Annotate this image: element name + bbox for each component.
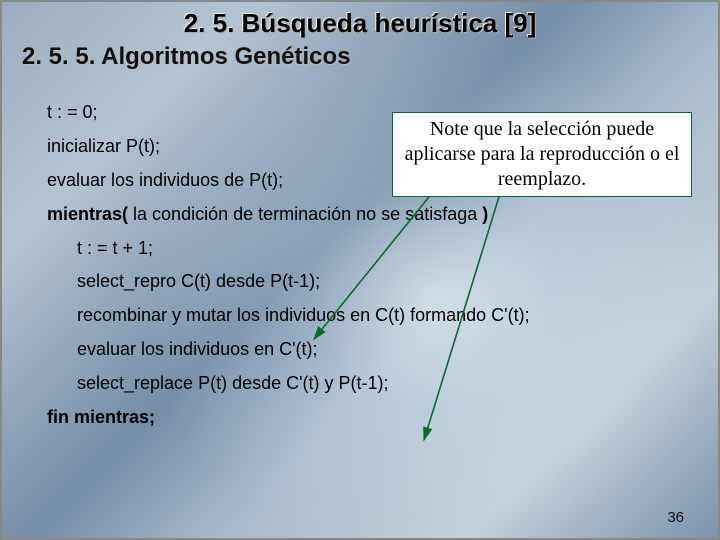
algo-line-8: evaluar los individuos en C'(t); [47, 336, 688, 364]
kw-mientras-open: mientras( [47, 204, 128, 224]
page-number: 36 [667, 509, 684, 526]
algo-line-7: recombinar y mutar los individuos en C(t… [47, 302, 688, 330]
algo-line-10: fin mientras; [47, 404, 688, 432]
slide-root: 2. 5. Búsqueda heurística [9] 2. 5. 5. A… [0, 0, 720, 540]
content-area: 2. 5. Búsqueda heurística [9] 2. 5. 5. A… [2, 2, 718, 538]
while-condition: la condición de terminación no se satisf… [128, 204, 482, 224]
algo-line-9: select_replace P(t) desde C'(t) y P(t-1)… [47, 370, 688, 398]
subtitle: 2. 5. 5. Algoritmos Genéticos [2, 39, 718, 71]
note-callout: Note que la selección puede aplicarse pa… [392, 112, 692, 197]
algo-line-4: mientras( la condición de terminación no… [47, 201, 688, 229]
kw-paren-close: ) [482, 204, 488, 224]
algo-line-6: select_repro C(t) desde P(t-1); [47, 268, 688, 296]
main-title: 2. 5. Búsqueda heurística [9] [2, 2, 718, 39]
algo-line-5: t : = t + 1; [47, 235, 688, 263]
